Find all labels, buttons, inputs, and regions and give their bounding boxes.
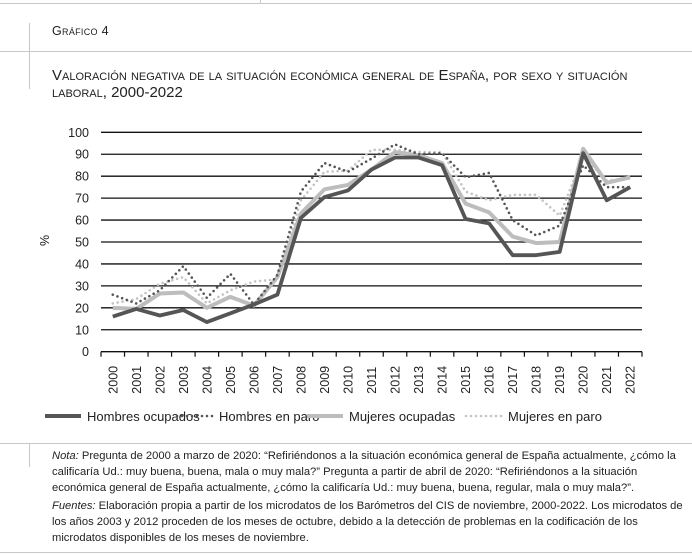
legend-label: Mujeres en paro xyxy=(508,409,602,424)
y-tick-label: 60 xyxy=(75,214,89,228)
x-tick-label: 2013 xyxy=(412,366,426,394)
y-tick-label: 70 xyxy=(75,192,89,206)
notes-rule xyxy=(0,443,692,444)
x-tick-label: 2020 xyxy=(577,366,591,394)
x-tick-label: 2002 xyxy=(153,366,167,394)
notes-margin-line xyxy=(29,443,30,467)
chart-title: Valoración negativa de la situación econ… xyxy=(52,67,628,101)
x-tick-label: 2001 xyxy=(130,366,144,394)
note-label: Nota: xyxy=(52,450,79,462)
sources: Fuentes: Elaboración propia a partir de … xyxy=(52,498,688,546)
x-tick-label: 2000 xyxy=(106,366,120,394)
y-tick-label: 10 xyxy=(75,323,89,337)
series-line-hombres-en-paro xyxy=(111,143,632,306)
x-tick-label: 2008 xyxy=(294,366,308,394)
note-text: Pregunta de 2000 a marzo de 2020: “Refir… xyxy=(52,450,676,494)
y-tick-label: 50 xyxy=(75,236,89,250)
x-tick-label: 2006 xyxy=(247,366,261,394)
line-chart: 0 10 20 30 40 50 60 70 80 90 100 2000 2001 2002 2003 20… xyxy=(38,126,643,424)
x-tick-label: 2021 xyxy=(600,366,614,394)
y-tick-label: 40 xyxy=(75,257,89,271)
y-tick-label: 80 xyxy=(75,170,89,184)
note: Nota: Pregunta de 2000 a marzo de 2020: … xyxy=(52,448,688,496)
x-tick-label: 2010 xyxy=(341,366,355,394)
x-tick-label: 2009 xyxy=(318,366,332,394)
legend-label: Hombres en paro xyxy=(219,409,319,424)
x-tick-label: 2018 xyxy=(530,366,544,394)
x-tick-label: 2012 xyxy=(389,366,403,394)
bottom-rule xyxy=(0,552,692,553)
x-tick-label: 2014 xyxy=(436,366,450,394)
top-divider-tick xyxy=(260,0,261,3)
series-line-mujeres-en-paro xyxy=(111,148,632,305)
x-tick-label: 2011 xyxy=(365,367,379,394)
legend-label: Mujeres ocupadas xyxy=(349,409,456,424)
x-tick-label: 2003 xyxy=(177,366,191,394)
x-tick-label: 2015 xyxy=(459,366,473,394)
x-tick-label: 2005 xyxy=(224,366,238,394)
x-tick-label: 2017 xyxy=(506,366,520,394)
sources-label: Fuentes: xyxy=(52,500,96,512)
x-tick-label: 2022 xyxy=(624,366,638,394)
figure-label: Gráfico 4 xyxy=(52,24,109,38)
y-tick-label: 30 xyxy=(75,279,89,293)
header-rule xyxy=(0,51,692,52)
x-tick-label: 2004 xyxy=(200,366,214,394)
top-rule xyxy=(0,3,692,4)
y-tick-label: 90 xyxy=(75,148,89,162)
y-tick-label: 0 xyxy=(82,345,89,359)
legend-label: Hombres ocupados xyxy=(87,409,200,424)
y-axis-label: % xyxy=(38,235,52,246)
x-tick-label: 2007 xyxy=(271,366,285,394)
sources-text: Elaboración propia a partir de los micro… xyxy=(52,500,683,544)
x-tick-label: 2019 xyxy=(553,366,567,394)
y-tick-label: 100 xyxy=(68,126,89,140)
y-tick-label: 20 xyxy=(75,301,89,315)
series-line-hombres-ocupados xyxy=(112,151,632,324)
left-margin-line xyxy=(29,23,30,89)
x-tick-label: 2016 xyxy=(483,366,497,394)
